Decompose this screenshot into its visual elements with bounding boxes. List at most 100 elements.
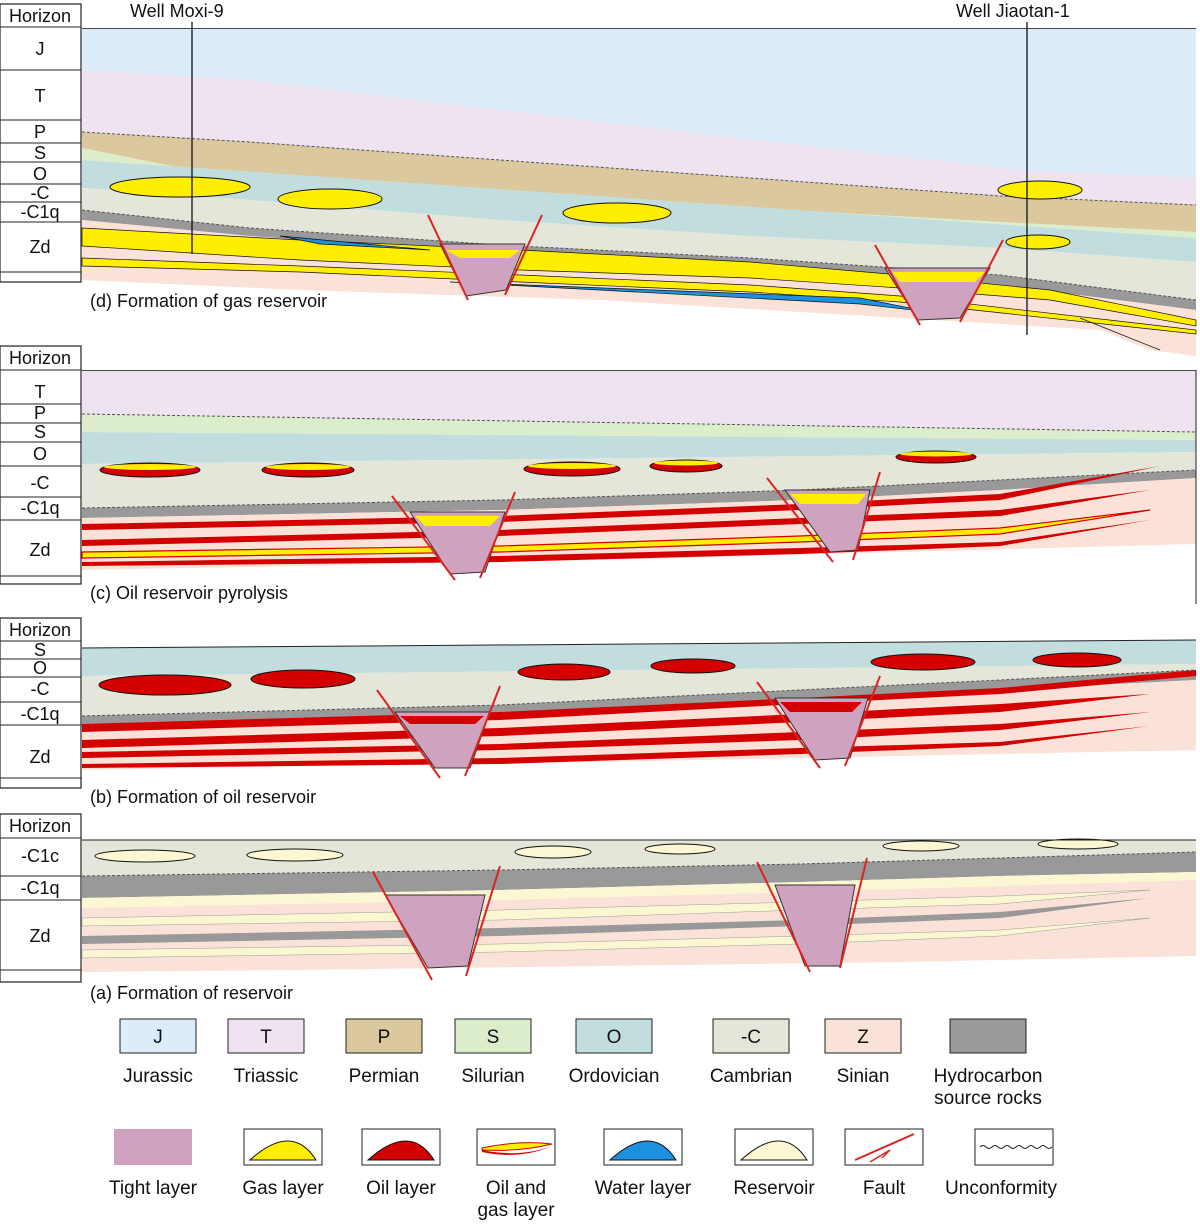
- oil-lens: [250, 669, 356, 689]
- gas-lens: [997, 180, 1083, 200]
- fault-line: [844, 675, 881, 767]
- legend-label: Triassic: [234, 1066, 299, 1087]
- fault-line: [504, 214, 543, 296]
- oil-gas-lens: [104, 464, 196, 470]
- horizon-label: S: [34, 143, 46, 163]
- legend-label: Oil and: [486, 1178, 546, 1199]
- source-rock-layer: [82, 898, 1150, 944]
- panel-b: Horizon S O -C -C1q Zd: [0, 617, 1197, 807]
- horizon-label: Zd: [29, 747, 50, 767]
- horizon-column-a: Horizon -C1c -C1q Zd: [0, 813, 82, 983]
- tight-layer: [784, 489, 871, 553]
- fault-icon: [854, 1133, 915, 1161]
- horizon-label: Zd: [29, 540, 50, 560]
- strata-d: [81, 28, 1197, 356]
- legend-strata: J Jurassic T Triassic P Permian S Siluri…: [119, 1018, 1043, 1109]
- legend-label: Hydrocarbon: [934, 1066, 1043, 1087]
- horizon-header: Horizon: [9, 348, 71, 368]
- unconformity-icon: [979, 1145, 1053, 1149]
- fault-line: [372, 871, 433, 981]
- reservoir-layer: [81, 889, 1151, 927]
- silurian-layer: [82, 148, 1196, 238]
- legend-label: Unconformity: [945, 1178, 1057, 1199]
- reservoir-lens: [246, 848, 344, 862]
- tight-layer: [384, 894, 486, 969]
- horizon-label: -C1c: [21, 846, 59, 866]
- cambrian-layer: [82, 188, 1196, 300]
- horizon-column-d: Horizon J T P S O -C -C1q Zd: [0, 3, 82, 283]
- reservoir-layer: [82, 872, 1196, 908]
- fault-line: [479, 491, 516, 579]
- fault-line: [959, 239, 1004, 323]
- horizon-column-b: Horizon S O -C -C1q Zd: [0, 617, 82, 789]
- reservoir-lens: [514, 845, 592, 859]
- reservoir-lens: [882, 840, 960, 852]
- legend-label: Oil layer: [366, 1178, 436, 1199]
- horizon-label: J: [36, 39, 45, 59]
- horizon-label: Zd: [29, 926, 50, 946]
- reservoir-icon: [739, 1140, 808, 1161]
- tight-layer: [394, 711, 491, 769]
- horizon-label: T: [35, 382, 46, 402]
- fault-line: [391, 495, 456, 581]
- fault-line: [427, 214, 469, 301]
- oil-layer: [400, 716, 484, 724]
- legend-swatch-silurian: [454, 1018, 532, 1054]
- fault-line: [464, 685, 501, 777]
- oil-and-gas-layer-icon: [481, 1142, 553, 1151]
- fault-line: [874, 244, 921, 326]
- gas-layer: [790, 494, 866, 504]
- legend-label: Reservoir: [733, 1178, 815, 1199]
- reservoir-lens: [644, 843, 716, 855]
- horizon-header: Horizon: [9, 816, 71, 836]
- well-jiaotan-1-label: Well Jiaotan-1: [956, 1, 1070, 21]
- ordovician-layer: [82, 432, 1196, 464]
- gas-layer: [415, 516, 500, 526]
- tight-layer: [409, 511, 506, 575]
- panel-caption: (b) Formation of oil reservoir: [90, 787, 316, 807]
- oil-and-gas-layer: [81, 509, 1151, 559]
- horizon-label: O: [33, 658, 47, 678]
- gas-layer: [81, 257, 1197, 335]
- legend-symbol: O: [607, 1027, 622, 1048]
- oil-lens: [98, 674, 232, 696]
- horizon-label: P: [34, 403, 46, 423]
- legend-swatch-source-rocks: [949, 1018, 1027, 1054]
- horizon-label: T: [35, 86, 46, 106]
- panel-caption: (a) Formation of reservoir: [90, 983, 293, 1003]
- legend-label: Water layer: [595, 1178, 692, 1199]
- legend-swatch-jurassic: [119, 1018, 197, 1054]
- water-layer: [1079, 317, 1161, 351]
- legend-label: source rocks: [934, 1088, 1042, 1109]
- source-rock-layer: [82, 470, 1196, 518]
- oil-layer: [82, 726, 1150, 768]
- legend-symbol: J: [153, 1027, 163, 1048]
- gas-lens: [1005, 234, 1071, 250]
- strata-a: [81, 840, 1197, 972]
- oil-lens: [517, 663, 611, 681]
- unconformity-line: [81, 209, 1197, 301]
- horizon-header: Horizon: [9, 620, 71, 640]
- source-rock-layer: [82, 670, 1196, 726]
- legend-label: Cambrian: [710, 1066, 792, 1087]
- legend-label: Tight layer: [109, 1178, 198, 1199]
- horizon-column-c: Horizon T P S O -C -C1q Zd: [0, 345, 82, 585]
- oil-gas-lens: [528, 463, 616, 469]
- horizon-label: S: [34, 422, 46, 442]
- horizon-label: -C: [31, 183, 50, 203]
- horizon-label: -C1q: [20, 878, 59, 898]
- reservoir-lenses-a: [94, 838, 1119, 863]
- reservoir-layer: [81, 917, 1151, 959]
- cambrian-layer: [82, 664, 1196, 716]
- cambrian-layer: [82, 452, 1196, 508]
- fault-line: [839, 857, 868, 969]
- legend-symbol: P: [378, 1027, 391, 1048]
- legend-label: Jurassic: [123, 1066, 193, 1087]
- water-layer-icon: [608, 1140, 677, 1161]
- water-layer: [279, 235, 431, 251]
- legend-symbols: Tight layer Gas layer Oil layer Oil and …: [109, 1128, 1057, 1221]
- legend-label: Gas layer: [242, 1178, 324, 1199]
- jurassic-layer: [82, 28, 1196, 178]
- oil-gas-lens: [654, 460, 718, 466]
